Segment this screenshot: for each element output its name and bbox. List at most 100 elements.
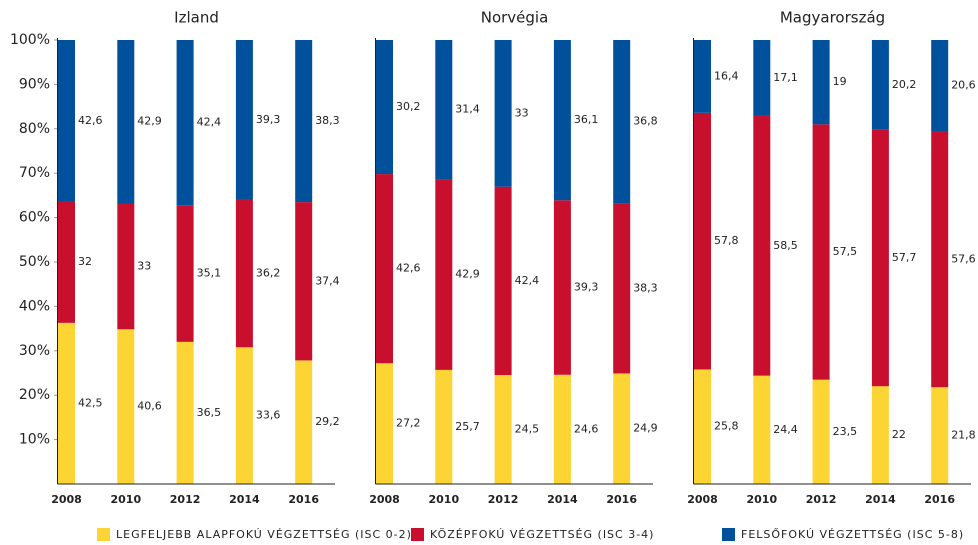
bar-segment bbox=[176, 341, 194, 484]
panel-title: Norvégia bbox=[481, 9, 549, 27]
bar-segment bbox=[812, 40, 830, 125]
value-label: 42,6 bbox=[78, 114, 103, 127]
value-label: 33,6 bbox=[256, 409, 281, 422]
value-label: 24,4 bbox=[773, 423, 798, 436]
y-tick-label: 100% bbox=[10, 32, 50, 48]
bar-segment bbox=[494, 186, 512, 376]
legend-label: LEGFELJEBB ALAPFOKÚ VÉGZETTSÉG (ISC 0-2) bbox=[116, 528, 412, 541]
bar-segment bbox=[553, 40, 571, 201]
bar-segment bbox=[871, 40, 889, 130]
x-tick-label: 2016 bbox=[288, 493, 319, 506]
y-tick-label: 80% bbox=[19, 121, 50, 137]
y-tick-label: 90% bbox=[19, 76, 50, 92]
x-tick-label: 2010 bbox=[746, 493, 777, 506]
y-tick-label: 60% bbox=[19, 210, 50, 226]
bar-segment bbox=[694, 112, 711, 370]
value-label: 37,4 bbox=[315, 274, 340, 287]
value-label: 38,3 bbox=[315, 114, 340, 127]
x-tick-label: 2014 bbox=[229, 493, 260, 506]
bar-segment bbox=[435, 369, 453, 484]
value-label: 25,8 bbox=[714, 420, 739, 433]
bar-segment bbox=[812, 124, 830, 380]
value-label: 16,4 bbox=[714, 69, 739, 82]
value-label: 57,7 bbox=[892, 251, 917, 264]
value-label: 30,2 bbox=[396, 100, 421, 113]
y-tick-label: 50% bbox=[19, 254, 50, 270]
value-label: 33 bbox=[515, 106, 529, 119]
bar-segment bbox=[694, 40, 711, 113]
x-tick-label: 2014 bbox=[547, 493, 578, 506]
x-tick-label: 2014 bbox=[865, 493, 896, 506]
x-tick-label: 2016 bbox=[924, 493, 955, 506]
value-label: 57,8 bbox=[714, 234, 739, 247]
value-label: 42,9 bbox=[455, 268, 480, 281]
bar-segment bbox=[117, 40, 135, 204]
bar-segment bbox=[295, 360, 313, 484]
bar-segment bbox=[553, 374, 571, 484]
value-label: 31,4 bbox=[455, 103, 480, 116]
bar-segment bbox=[295, 40, 313, 203]
x-tick-label: 2012 bbox=[488, 493, 519, 506]
x-tick-label: 2008 bbox=[687, 493, 718, 506]
bar-segment bbox=[494, 375, 512, 484]
value-label: 42,4 bbox=[197, 116, 222, 129]
bar-segment bbox=[812, 379, 830, 484]
x-tick-label: 2012 bbox=[806, 493, 837, 506]
value-label: 39,3 bbox=[256, 113, 281, 126]
bar-segment bbox=[58, 201, 75, 323]
bar-segment bbox=[931, 131, 949, 388]
bar-segment bbox=[176, 205, 194, 342]
panel-title: Magyarország bbox=[780, 9, 885, 27]
value-label: 17,1 bbox=[773, 71, 798, 84]
value-label: 32 bbox=[78, 255, 92, 268]
value-label: 42,4 bbox=[515, 274, 540, 287]
bar-segment bbox=[494, 40, 512, 187]
value-label: 42,9 bbox=[137, 115, 162, 128]
x-tick-label: 2010 bbox=[110, 493, 141, 506]
bar-segment bbox=[753, 40, 771, 116]
bar-segment bbox=[613, 40, 631, 204]
x-tick-label: 2008 bbox=[51, 493, 82, 506]
value-label: 29,2 bbox=[315, 415, 340, 428]
bar-segment bbox=[376, 40, 393, 175]
y-tick-label: 70% bbox=[19, 165, 50, 181]
bar-segment bbox=[613, 203, 631, 374]
value-label: 36,5 bbox=[197, 406, 222, 419]
value-label: 25,7 bbox=[455, 420, 480, 433]
bar-segment bbox=[295, 202, 313, 361]
x-tick-label: 2016 bbox=[606, 493, 637, 506]
value-label: 42,6 bbox=[396, 262, 421, 275]
x-tick-label: 2010 bbox=[428, 493, 459, 506]
bar-segment bbox=[931, 387, 949, 484]
value-label: 36,2 bbox=[256, 267, 281, 280]
value-label: 42,5 bbox=[78, 396, 103, 409]
bar-segment bbox=[753, 375, 771, 484]
value-label: 22 bbox=[892, 428, 906, 441]
value-label: 23,5 bbox=[833, 425, 858, 438]
value-label: 58,5 bbox=[773, 239, 798, 252]
bar-segment bbox=[613, 373, 631, 484]
panel-title: Izland bbox=[174, 9, 219, 27]
bar-segment bbox=[871, 129, 889, 387]
value-label: 57,5 bbox=[833, 245, 858, 258]
bar-segment bbox=[871, 386, 889, 484]
value-label: 36,1 bbox=[574, 113, 599, 126]
y-tick-label: 20% bbox=[19, 387, 50, 403]
legend-label: FELSŐFOKÚ VÉGZETTSÉG (ISC 5-8) bbox=[741, 527, 964, 541]
bar-segment bbox=[753, 115, 771, 376]
bar-segment bbox=[376, 174, 393, 364]
bar-segment bbox=[235, 40, 253, 200]
y-tick-label: 40% bbox=[19, 298, 50, 314]
legend-swatch bbox=[411, 528, 424, 541]
y-tick-label: 30% bbox=[19, 343, 50, 359]
value-label: 20,6 bbox=[951, 79, 976, 92]
value-label: 24,5 bbox=[515, 423, 540, 436]
bar-segment bbox=[176, 40, 194, 206]
value-label: 24,6 bbox=[574, 422, 599, 435]
bar-segment bbox=[435, 40, 453, 180]
value-label: 27,2 bbox=[396, 417, 421, 430]
value-label: 39,3 bbox=[574, 281, 599, 294]
legend-label: KÖZÉPFOKÚ VÉGZETTSÉG (ISC 3-4) bbox=[430, 528, 654, 541]
